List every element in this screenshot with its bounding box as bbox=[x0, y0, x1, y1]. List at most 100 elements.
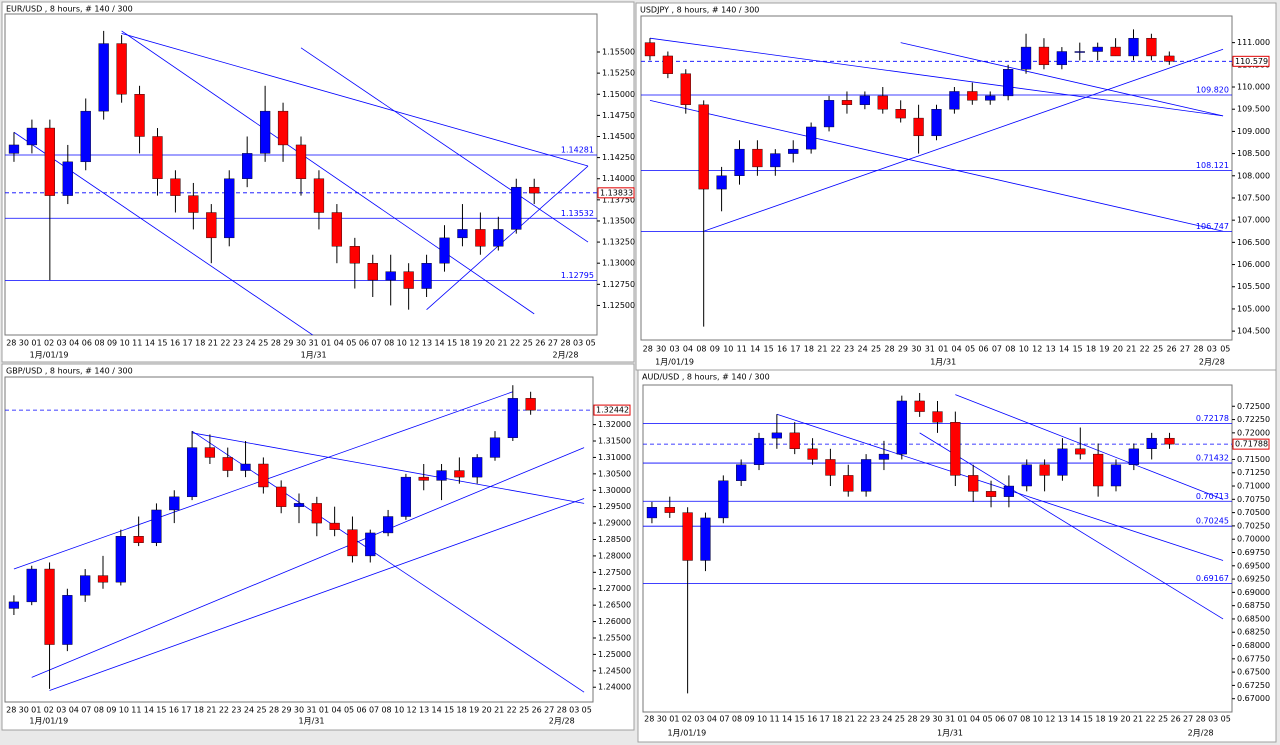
trend-line bbox=[300, 47, 589, 243]
x-tick-label: 24 bbox=[882, 715, 892, 724]
x-tick-label: 23 bbox=[231, 706, 241, 715]
x-tick-label: 18 bbox=[832, 715, 842, 724]
level-label: 106.747 bbox=[1196, 222, 1229, 231]
x-tick-label: 30 bbox=[911, 345, 921, 354]
y-tick-label: 109.500 bbox=[1237, 105, 1270, 114]
x-tick-label: 10 bbox=[1033, 715, 1043, 724]
y-tick-label: 104.500 bbox=[1237, 327, 1270, 336]
x-tick-label: 27 bbox=[548, 339, 558, 348]
x-tick-label: 20 bbox=[1120, 715, 1130, 724]
candle-body bbox=[752, 148, 763, 168]
candle-body bbox=[896, 400, 907, 455]
x-tick-label: 12 bbox=[1032, 345, 1042, 354]
x-tick-label: 01 bbox=[321, 339, 331, 348]
plot-area bbox=[4, 13, 598, 336]
y-tick-label: 0.67750 bbox=[1237, 654, 1270, 663]
x-tick-label: 10 bbox=[120, 339, 130, 348]
candle-body bbox=[1093, 453, 1104, 487]
candle-body bbox=[985, 491, 997, 497]
y-tick-label: 1.14250 bbox=[602, 153, 635, 162]
x-tick-label: 06 bbox=[978, 345, 988, 354]
candle-body bbox=[511, 186, 522, 230]
x-tick-label: 28 bbox=[6, 339, 16, 348]
candle-body bbox=[436, 470, 447, 481]
x-tick-label: 28 bbox=[907, 715, 917, 724]
x-tick-label: 20 bbox=[485, 339, 495, 348]
y-tick-label: 107.500 bbox=[1237, 193, 1270, 202]
candle-body bbox=[529, 186, 540, 194]
x-tick-label: 28 bbox=[644, 715, 654, 724]
x-tick-label: 18 bbox=[457, 706, 467, 715]
x-tick-label: 15 bbox=[156, 706, 166, 715]
y-tick-label: 1.27500 bbox=[598, 568, 631, 577]
x-tick-label: 06 bbox=[82, 339, 92, 348]
y-tick-label: 1.31500 bbox=[598, 437, 631, 446]
x-tick-label: 31 bbox=[309, 339, 319, 348]
x-tick-label: 21 bbox=[208, 339, 218, 348]
x-tick-label: 20 bbox=[482, 706, 492, 715]
y-tick-label: 0.67250 bbox=[1237, 681, 1270, 690]
y-tick-label: 0.69500 bbox=[1237, 561, 1270, 570]
x-tick-label: 30 bbox=[19, 706, 29, 715]
x-tick-label: 22 bbox=[831, 345, 841, 354]
candle-body bbox=[1074, 51, 1085, 53]
x-tick-label: 24 bbox=[246, 339, 256, 348]
x-tick-label: 10 bbox=[757, 715, 767, 724]
trend-line bbox=[191, 430, 585, 693]
x-tick-label: 21 bbox=[1126, 345, 1136, 354]
y-tick-label: 1.28500 bbox=[598, 535, 631, 544]
candle-body bbox=[454, 470, 465, 478]
candle-body bbox=[62, 595, 73, 645]
x-tick-label: 28 bbox=[1196, 715, 1206, 724]
x-tick-label: 11 bbox=[132, 339, 142, 348]
level-label: 109.820 bbox=[1196, 86, 1229, 95]
x-tick-label: 18 bbox=[1086, 345, 1096, 354]
candle-body bbox=[682, 512, 693, 561]
x-tick-label: 03 bbox=[669, 345, 679, 354]
y-tick-label: 1.24000 bbox=[598, 683, 631, 692]
x-tick-label: 18 bbox=[804, 345, 814, 354]
candle-body bbox=[807, 448, 818, 460]
level-label: 0.70713 bbox=[1196, 492, 1229, 501]
x-tick-label: 25 bbox=[258, 339, 268, 348]
x-tick-label: 05 bbox=[346, 339, 356, 348]
candle-body bbox=[664, 507, 675, 513]
candle-body bbox=[806, 126, 817, 150]
x-tick-label: 13 bbox=[1046, 345, 1056, 354]
candle-body bbox=[293, 503, 305, 507]
x-tick-label: 03 bbox=[569, 706, 579, 715]
candle-body bbox=[26, 127, 38, 146]
current-price-label: 1.13833 bbox=[600, 188, 633, 197]
x-tick-label: 17 bbox=[183, 339, 193, 348]
y-tick-label: 0.69250 bbox=[1237, 575, 1270, 584]
candle-body bbox=[949, 91, 960, 110]
x-tick-label: 31 bbox=[306, 706, 316, 715]
trend-line bbox=[649, 37, 1224, 117]
candle-body bbox=[1146, 437, 1157, 450]
y-tick-label: 0.71250 bbox=[1237, 468, 1270, 477]
x-tick-label: 03 bbox=[1207, 345, 1217, 354]
x-tick-label: 21 bbox=[494, 706, 504, 715]
x-tick-label: 11 bbox=[131, 706, 141, 715]
trend-line bbox=[919, 432, 1224, 620]
x-tick-label: 20 bbox=[1113, 345, 1123, 354]
candle-body bbox=[421, 262, 432, 289]
x-tick-label: 14 bbox=[782, 715, 792, 724]
candle-body bbox=[277, 110, 289, 146]
month-label: 1月/01/19 bbox=[30, 351, 69, 360]
candle-body bbox=[186, 447, 198, 498]
x-tick-label: 12 bbox=[1045, 715, 1055, 724]
candle-body bbox=[349, 246, 360, 264]
x-tick-label: 21 bbox=[206, 706, 216, 715]
candle-body bbox=[1003, 485, 1015, 497]
candle-body bbox=[331, 212, 343, 247]
y-tick-label: 106.500 bbox=[1237, 238, 1270, 247]
x-tick-label: 13 bbox=[419, 706, 429, 715]
chart-title: AUD/USD , 8 hours, # 140 / 300 bbox=[642, 373, 770, 382]
x-tick-label: 02 bbox=[44, 339, 54, 348]
x-tick-label: 24 bbox=[244, 706, 254, 715]
candle-body bbox=[967, 91, 978, 101]
y-tick-label: 0.70500 bbox=[1237, 508, 1270, 517]
x-tick-label: 19 bbox=[469, 706, 479, 715]
x-tick-label: 06 bbox=[356, 706, 366, 715]
